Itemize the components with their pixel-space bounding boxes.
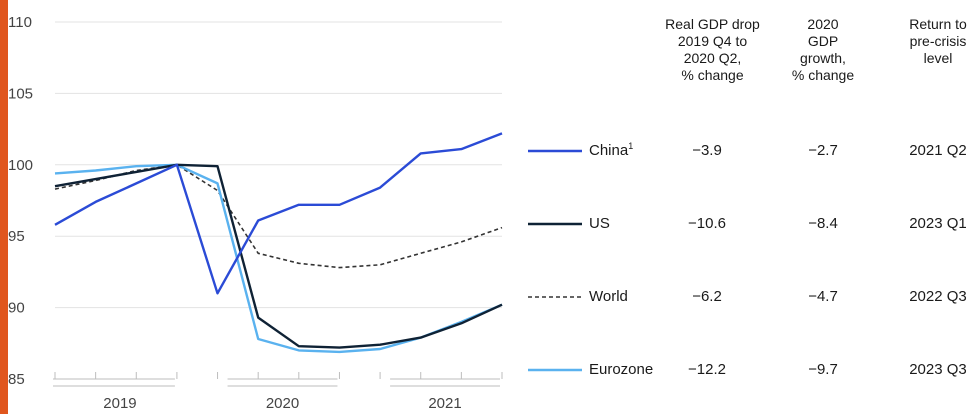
- y-tick-90: 90: [8, 300, 25, 317]
- cell-eurozone-drop: −12.2: [688, 361, 726, 378]
- x-axis: 2019 2020 2021: [53, 372, 503, 412]
- y-tick-100: 100: [8, 157, 33, 174]
- cell-china-return: 2021 Q2: [909, 142, 967, 159]
- y-axis-ticks: 85 90 95 100 105 110: [8, 14, 33, 388]
- series-line-world: [54, 164, 503, 269]
- cell-eurozone-growth: −9.7: [808, 361, 838, 378]
- gridlines: [55, 21, 502, 309]
- x-label-2019: 2019: [103, 395, 136, 412]
- header-return: Return to pre-crisis level: [909, 16, 967, 66]
- cell-us-growth: −8.4: [808, 215, 838, 232]
- accent-bar: [0, 0, 8, 414]
- legend-china: China1: [589, 141, 634, 159]
- y-tick-95: 95: [8, 228, 25, 245]
- cell-world-growth: −4.7: [808, 288, 838, 305]
- cell-us-drop: −10.6: [688, 215, 726, 232]
- x-label-2020: 2020: [266, 395, 299, 412]
- header-gdp-drop: Real GDP drop 2019 Q4 to 2020 Q2, % chan…: [665, 16, 760, 83]
- x-label-2021: 2021: [428, 395, 461, 412]
- legend-eurozone: Eurozone: [589, 361, 654, 378]
- cell-eurozone-return: 2023 Q3: [909, 361, 967, 378]
- series-line-us: [54, 163, 503, 349]
- legend-world: World: [589, 288, 628, 305]
- legend-lines: [528, 149, 582, 372]
- y-tick-110: 110: [8, 14, 32, 31]
- cell-china-drop: −3.9: [692, 142, 722, 159]
- series-line-china: [54, 132, 503, 295]
- header-2020-growth: 2020 GDP growth, % change: [791, 16, 855, 83]
- cell-us-return: 2023 Q1: [909, 215, 967, 232]
- cell-china-growth: −2.7: [808, 142, 838, 159]
- cell-world-return: 2022 Q3: [909, 288, 967, 305]
- series-lines: [54, 132, 503, 354]
- y-tick-85: 85: [8, 371, 25, 388]
- cell-world-drop: −6.2: [692, 288, 722, 305]
- y-tick-105: 105: [8, 85, 33, 102]
- legend-us: US: [589, 215, 610, 232]
